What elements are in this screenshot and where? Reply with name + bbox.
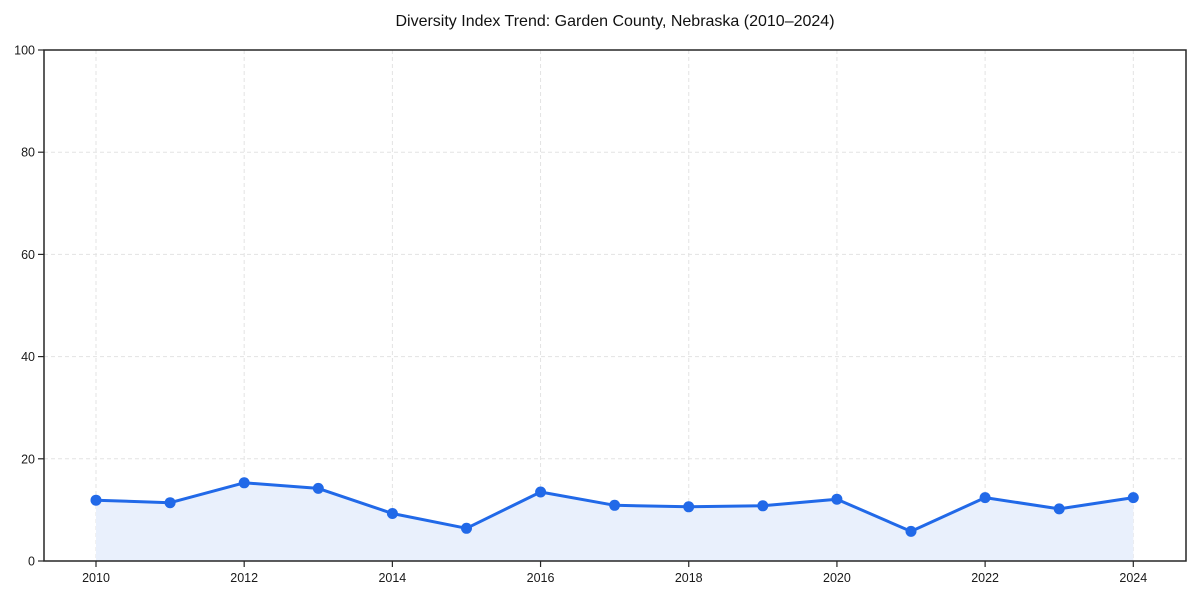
data-point-marker bbox=[905, 525, 917, 537]
x-tick-label: 2014 bbox=[378, 571, 406, 585]
x-tick-label: 2012 bbox=[230, 571, 258, 585]
data-point-marker bbox=[683, 501, 695, 513]
data-point-marker bbox=[831, 493, 843, 505]
x-tick-label: 2020 bbox=[823, 571, 851, 585]
data-point-marker bbox=[312, 482, 324, 494]
y-tick-label: 20 bbox=[21, 452, 35, 466]
x-tick-label: 2024 bbox=[1119, 571, 1147, 585]
data-point-marker bbox=[535, 486, 547, 498]
data-point-marker bbox=[1127, 492, 1139, 504]
data-point-marker bbox=[1053, 503, 1065, 515]
x-tick-label: 2022 bbox=[971, 571, 999, 585]
data-point-marker bbox=[386, 508, 398, 519]
data-point-marker bbox=[757, 500, 769, 512]
chart-title: Diversity Index Trend: Garden County, Ne… bbox=[395, 13, 835, 30]
y-tick-label: 60 bbox=[21, 248, 35, 262]
area-fill bbox=[96, 482, 1134, 561]
x-tick-label: 2010 bbox=[82, 571, 110, 585]
data-point-marker bbox=[90, 494, 102, 506]
data-point-marker bbox=[979, 492, 991, 504]
data-point-marker bbox=[609, 499, 621, 511]
y-tick-label: 100 bbox=[14, 44, 35, 58]
data-point-marker bbox=[164, 497, 176, 509]
plot-border bbox=[43, 49, 1187, 562]
y-tick-label: 0 bbox=[28, 555, 35, 569]
y-tick-label: 80 bbox=[21, 146, 35, 160]
x-tick-label: 2018 bbox=[675, 571, 703, 585]
y-tick-label: 40 bbox=[21, 350, 35, 364]
data-point-marker bbox=[238, 477, 250, 489]
x-tick-label: 2016 bbox=[527, 571, 555, 585]
data-point-marker bbox=[461, 522, 472, 534]
